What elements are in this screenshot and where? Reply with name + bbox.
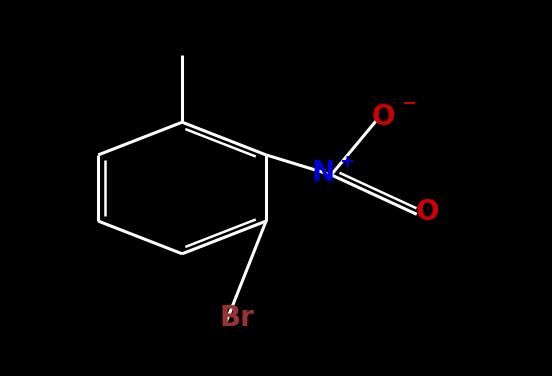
Text: −: − (401, 95, 416, 113)
Text: O: O (372, 103, 395, 130)
Text: O: O (416, 199, 439, 226)
Text: +: + (339, 153, 354, 171)
Text: N: N (311, 159, 335, 187)
Text: Br: Br (220, 304, 255, 332)
